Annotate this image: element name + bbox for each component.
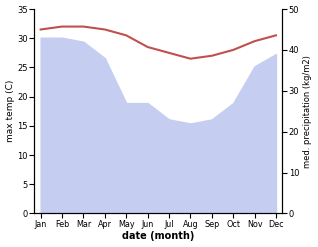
Y-axis label: max temp (C): max temp (C)	[5, 80, 15, 143]
Y-axis label: med. precipitation (kg/m2): med. precipitation (kg/m2)	[303, 55, 313, 168]
X-axis label: date (month): date (month)	[122, 231, 195, 242]
